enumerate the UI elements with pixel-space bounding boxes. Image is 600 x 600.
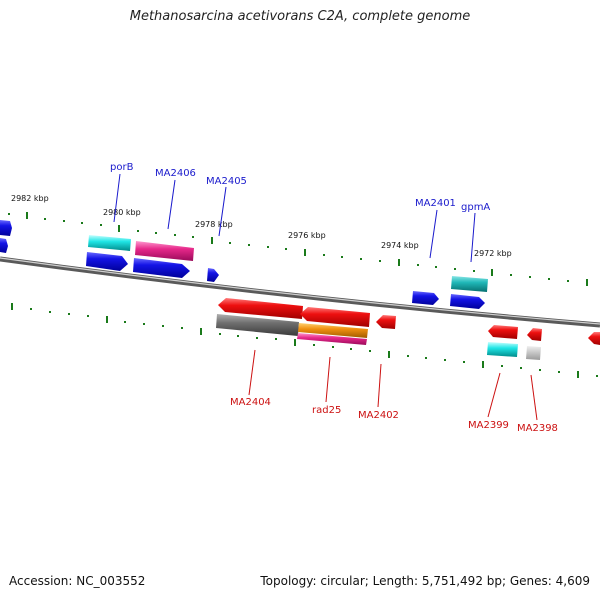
gene-label-rad25[interactable]: rad25 (312, 405, 341, 416)
reverse-genes[interactable] (216, 298, 600, 360)
MA2405-gene-arrow[interactable] (207, 268, 219, 282)
gene-label-porB[interactable]: porB (110, 162, 134, 173)
forward-genes[interactable] (0, 220, 488, 309)
MA2406-gene-arrow[interactable] (133, 258, 190, 278)
outer-tick-track (8, 212, 588, 286)
kbp-label: 2978 kbp (195, 220, 233, 229)
forward-gene-labels: porB MA2406 MA2405 MA2401 gpmA (110, 162, 490, 213)
rad25-feature[interactable] (297, 333, 367, 345)
kbp-label: 2976 kbp (288, 231, 326, 240)
MA2401-gene-arrow[interactable] (412, 291, 439, 305)
MA2406-feature[interactable] (135, 241, 194, 261)
kbp-label: 2972 kbp (474, 249, 512, 258)
gene-label-gpmA[interactable]: gpmA (461, 202, 490, 213)
MA2398-gene-arrow[interactable] (527, 328, 542, 341)
rad25-feature[interactable] (298, 323, 368, 338)
kbp-label: 2974 kbp (381, 241, 419, 250)
gene-label-MA2405[interactable]: MA2405 (206, 176, 247, 187)
MA2398-feature[interactable] (526, 346, 541, 360)
porB-feature[interactable] (88, 235, 131, 251)
porB-gene-arrow[interactable] (86, 252, 128, 271)
gene-label-MA2402[interactable]: MA2402 (358, 410, 399, 421)
MA2399-feature[interactable] (487, 342, 518, 357)
gene-label-MA2399[interactable]: MA2399 (468, 420, 509, 431)
MA2399-gene-arrow[interactable] (488, 325, 518, 339)
MA2404-gene-arrow[interactable] (218, 298, 303, 319)
kbp-label: 2980 kbp (103, 208, 141, 217)
kbp-scale: 2982 kbp 2980 kbp 2978 kbp 2976 kbp 2974… (11, 194, 512, 258)
genome-backbone-highlight (0, 257, 600, 325)
genome-summary-text: Topology: circular; Length: 5,751,492 bp… (260, 574, 590, 588)
gene-label-MA2406[interactable]: MA2406 (155, 168, 196, 179)
gpmA-gene-arrow[interactable] (450, 294, 485, 309)
map-title: Methanosarcina acetivorans C2A, complete… (129, 9, 471, 24)
rad25-gene-arrow[interactable] (300, 307, 370, 327)
gene-label-MA2401[interactable]: MA2401 (415, 198, 456, 209)
gpmA-feature[interactable] (451, 276, 488, 292)
MA2402-gene-arrow[interactable] (376, 315, 396, 329)
accession-text: Accession: NC_003552 (9, 574, 146, 588)
gene-label-MA2404[interactable]: MA2404 (230, 397, 271, 408)
genome-backbone (0, 256, 600, 328)
inner-tick-track (11, 303, 598, 378)
reverse-gene-labels: MA2404 rad25 MA2402 MA2399 MA2398 (230, 397, 558, 434)
MA2404-feature[interactable] (216, 314, 299, 336)
reverse-leader-lines (248, 349, 538, 421)
gene-arrow-forward[interactable] (0, 220, 12, 236)
kbp-label: 2982 kbp (11, 194, 49, 203)
forward-leader-lines (113, 173, 476, 263)
gene-arrow-forward[interactable] (0, 238, 8, 253)
gene-label-MA2398[interactable]: MA2398 (517, 423, 558, 434)
gene-arrow-reverse[interactable] (588, 332, 600, 345)
